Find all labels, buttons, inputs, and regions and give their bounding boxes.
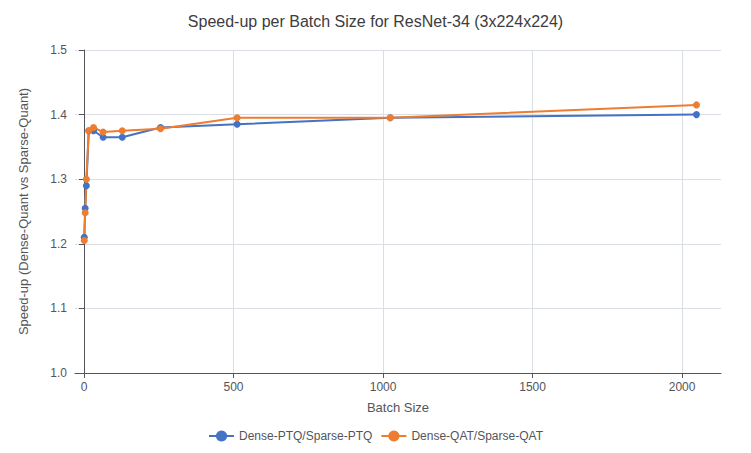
- svg-text:Speed-up per Batch Size for Re: Speed-up per Batch Size for ResNet-34 (3…: [188, 13, 563, 30]
- svg-text:0: 0: [81, 380, 88, 394]
- svg-text:Speed-up (Dense-Quant vs Spars: Speed-up (Dense-Quant vs Sparse-Quant): [16, 88, 31, 335]
- svg-text:Dense-QAT/Sparse-QAT: Dense-QAT/Sparse-QAT: [411, 429, 543, 443]
- svg-text:1.1: 1.1: [50, 301, 67, 315]
- svg-text:1.5: 1.5: [50, 43, 67, 57]
- svg-text:Dense-PTQ/Sparse-PTQ: Dense-PTQ/Sparse-PTQ: [239, 429, 372, 443]
- svg-text:1.0: 1.0: [50, 366, 67, 380]
- svg-text:500: 500: [223, 380, 243, 394]
- svg-text:1.4: 1.4: [50, 108, 67, 122]
- svg-text:Batch Size: Batch Size: [367, 400, 429, 415]
- svg-text:1.3: 1.3: [50, 172, 67, 186]
- svg-text:1.2: 1.2: [50, 237, 67, 251]
- svg-text:1500: 1500: [519, 380, 546, 394]
- svg-text:2000: 2000: [669, 380, 696, 394]
- svg-text:1000: 1000: [370, 380, 397, 394]
